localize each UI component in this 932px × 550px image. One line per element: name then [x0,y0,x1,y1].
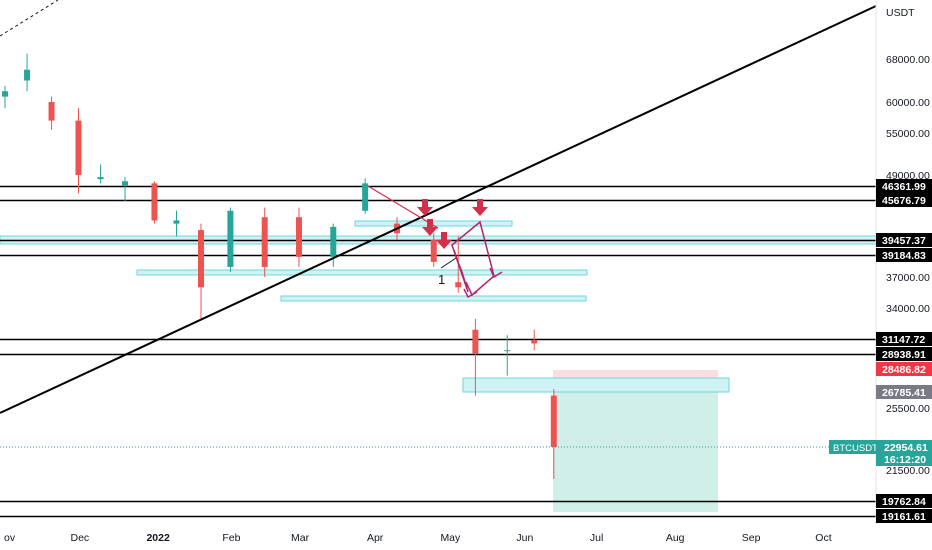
x-tick-label: Feb [222,532,240,544]
level-tag[interactable] [876,233,932,247]
candle-body[interactable] [24,69,31,81]
down-arrow-icon[interactable] [472,199,488,216]
y-tick-label: 21500.00 [886,465,930,477]
currency-label: USDT [886,7,915,19]
position-tag-label: 26785.41 [882,387,926,399]
red-diagonal-line[interactable] [367,185,439,229]
level-tag[interactable] [876,494,932,508]
candle-body[interactable] [455,282,462,288]
level-tag[interactable] [876,179,932,193]
bar-countdown: 16:12:20 [884,454,926,466]
candle-body[interactable] [261,217,268,267]
y-tick-label: 34000.00 [886,303,930,315]
symbol-tag[interactable] [829,440,876,454]
level-tag[interactable] [876,509,932,523]
candle-body[interactable] [330,226,337,257]
x-tick-label: Jul [590,532,603,544]
plot-area[interactable] [0,0,876,524]
position-tag[interactable] [876,362,932,376]
position-tag-label: 28486.82 [882,364,926,376]
candles-group [2,53,557,479]
path-arrow-1[interactable] [489,267,503,279]
projected-path[interactable] [451,220,495,297]
y-tick-label: 55000.00 [886,128,930,140]
candle-body[interactable] [550,395,557,447]
level-tag-label: 19762.84 [882,496,926,508]
candle-body[interactable] [122,181,129,186]
x-tick-label: 2022 [146,532,170,544]
annotation-line[interactable] [440,257,457,269]
x-tick-label: Dec [71,532,90,544]
last-price-value: 22954.61 [884,442,928,454]
candle-body[interactable] [472,329,479,354]
level-tag-label: 28938.91 [882,349,926,361]
x-tick-label: Sep [742,532,761,544]
candle-body[interactable] [2,91,8,97]
candle-body[interactable] [362,183,369,211]
candle-body[interactable] [173,220,180,224]
candle-body[interactable] [97,177,104,180]
zone-rect[interactable] [280,295,587,302]
last-price-tag[interactable] [876,440,932,466]
y-tick-label: 60000.00 [886,97,930,109]
level-tag-label: 39457.37 [882,235,926,247]
level-tag-label: 31147.72 [882,334,925,346]
level-tag-label: 19161.61 [882,511,926,523]
dashed-trendline[interactable] [0,0,59,37]
down-arrow-icon[interactable] [417,199,433,216]
level-tag-label: 46361.99 [882,181,926,193]
candle-body[interactable] [430,239,437,262]
trendline[interactable] [0,5,877,414]
x-ticks-group: ov Dec 2022 Feb Mar Apr May Jun Jul Aug Sep Oct [4,532,832,544]
symbol-label: BTCUSDT [833,443,878,454]
arrows-group [417,199,488,249]
y-ticks-group: 68000.0060000.0055000.0049000.0037000.00… [886,54,930,477]
time-axis[interactable] [0,524,932,550]
down-arrow-icon[interactable] [436,232,452,249]
candle-body[interactable] [504,350,511,352]
candle-body[interactable] [48,102,55,121]
level-tag-label: 39184.83 [882,250,926,262]
candle-body[interactable] [75,120,82,175]
level-tag[interactable] [876,248,932,262]
x-tick-label: Mar [291,532,310,544]
zone-rect[interactable] [462,377,730,393]
candle-body[interactable] [151,183,158,221]
candle-body[interactable] [531,340,538,344]
level-tag[interactable] [876,347,932,361]
annotation-label: 1 [438,272,445,287]
zone-rect[interactable] [136,269,588,276]
position-reward-zone[interactable] [553,392,718,512]
level-tag[interactable] [876,193,932,207]
x-tick-label: Aug [666,532,685,544]
down-arrow-icon[interactable] [422,219,438,236]
y-tick-label: 37000.00 [886,272,930,284]
price-tags-group: 46361.99 45676.79 39457.37 39184.83 31147.72… [876,179,932,523]
candle-body[interactable] [227,210,234,267]
x-tick-label: Oct [815,532,831,544]
candle-body[interactable] [296,217,302,257]
x-tick-label: ov [4,532,16,544]
y-tick-label: 68000.00 [886,54,930,66]
x-tick-label: May [440,532,461,544]
position-tag[interactable] [876,385,932,399]
zone-rect[interactable] [354,220,513,227]
x-tick-label: Jun [516,532,533,544]
level-tag-label: 45676.79 [882,195,926,207]
path-arrow-2[interactable] [463,288,478,299]
level-tag[interactable] [876,332,932,346]
candle-body[interactable] [198,230,204,288]
y-tick-label: 25500.00 [886,403,930,415]
x-tick-label: Apr [367,532,384,544]
